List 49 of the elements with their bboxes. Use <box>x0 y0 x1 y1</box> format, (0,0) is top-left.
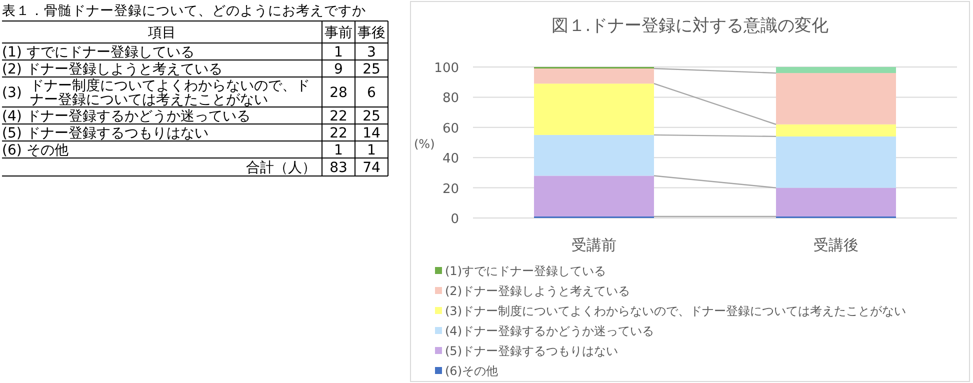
y-tick-label: 40 <box>442 152 459 167</box>
legend-label: (5)ドナー登録するつもりはない <box>445 344 618 358</box>
data-label: 25 <box>362 108 380 124</box>
text: 74 <box>362 160 380 176</box>
x-tick-label: 受講前 <box>572 236 616 254</box>
text: 合計（人） <box>246 160 316 176</box>
data-label: 3 <box>367 44 376 60</box>
bar <box>534 176 654 216</box>
bar <box>534 68 654 84</box>
legend-label: (1)すでにドナー登録している <box>445 264 606 278</box>
bar <box>776 136 896 188</box>
category-label: (6) その他 <box>2 142 68 158</box>
bar <box>534 84 654 135</box>
data-label: 6 <box>367 85 376 101</box>
y-tick-label: 100 <box>434 61 459 76</box>
y-tick-label: 20 <box>442 182 459 197</box>
bar <box>776 67 896 74</box>
category-label: (4) ドナー登録するかどうか迷っている <box>2 108 250 124</box>
data-label: 22 <box>330 108 348 124</box>
data-label: 1 <box>334 44 343 60</box>
y-tick-label: 0 <box>450 212 459 227</box>
legend-label: (2)ドナー登録しようと考えている <box>445 284 630 298</box>
category-label: (5) ドナー登録するつもりはない <box>2 126 208 142</box>
legend-label: (6)その他 <box>445 364 498 378</box>
data-label: 1 <box>367 142 376 158</box>
x-tick-label: 受講後 <box>814 236 858 254</box>
text: 83 <box>330 160 348 176</box>
text: 表１．骨髄ドナー登録について、どのようにお考えですか <box>2 3 366 19</box>
y-tick-label: 80 <box>442 91 459 106</box>
text: 事後 <box>358 25 386 41</box>
bar <box>776 73 896 124</box>
chart-title: 図１.ドナー登録に対する意識の変化 <box>551 16 829 36</box>
bar <box>534 134 654 176</box>
data-label: 9 <box>334 62 343 78</box>
category-label: (1) すでにドナー登録している <box>2 44 194 60</box>
data-label: 14 <box>362 126 380 142</box>
legend-label: (3)ドナー制度についてよくわからないので、ドナー登録については考えたことがない <box>445 304 906 318</box>
y-tick-label: 60 <box>442 121 459 136</box>
data-label: 22 <box>330 126 348 142</box>
category-label: (2) ドナー登録しようと考えている <box>2 62 222 78</box>
bar <box>776 188 896 216</box>
y-axis-title: (%) <box>414 137 435 151</box>
data-label: 28 <box>330 85 348 101</box>
bar <box>776 124 896 136</box>
text: 項目 <box>147 25 176 41</box>
data-label: 1 <box>334 142 343 158</box>
data-label: 25 <box>362 62 380 78</box>
legend-label: (4)ドナー登録するかどうか迷っている <box>445 324 654 338</box>
text: 事前 <box>324 25 352 41</box>
